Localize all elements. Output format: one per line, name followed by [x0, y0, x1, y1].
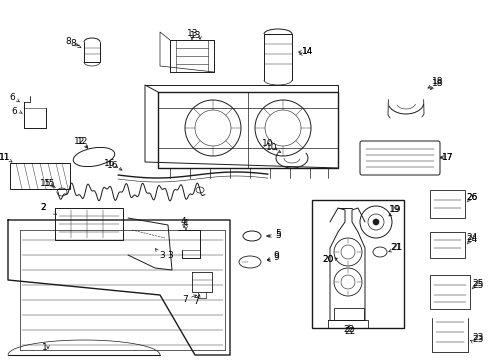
Text: 11: 11 [0, 153, 11, 162]
Text: 3: 3 [159, 251, 165, 260]
Text: 18: 18 [432, 77, 444, 86]
Text: 10: 10 [262, 139, 274, 148]
Text: 21: 21 [392, 243, 403, 252]
Text: 14: 14 [302, 48, 314, 57]
Text: 22: 22 [343, 325, 355, 334]
Text: 19: 19 [390, 206, 402, 215]
Bar [10, 163, 70, 189]
Text: 8: 8 [70, 40, 76, 49]
Bar [430, 232, 465, 258]
Bar [430, 275, 470, 309]
Text: 4: 4 [182, 220, 188, 229]
Text: 26: 26 [466, 193, 478, 202]
Text: 23: 23 [472, 333, 484, 342]
Text: 18: 18 [432, 78, 444, 87]
Text: 6: 6 [11, 108, 17, 117]
Text: 23: 23 [472, 336, 484, 345]
Text: 20: 20 [322, 256, 334, 265]
Text: 7: 7 [193, 297, 199, 306]
Text: 16: 16 [107, 161, 119, 170]
Text: 9: 9 [273, 252, 279, 261]
Text: 12: 12 [77, 138, 89, 147]
Text: 14: 14 [302, 48, 314, 57]
Text: 15: 15 [44, 180, 56, 189]
Text: 9: 9 [273, 253, 279, 262]
Bar [312, 200, 404, 328]
Text: 13: 13 [187, 30, 199, 39]
Text: 20: 20 [322, 256, 334, 265]
Text: 10: 10 [266, 144, 278, 153]
Bar [430, 190, 465, 218]
Text: 25: 25 [472, 279, 484, 288]
Text: 8: 8 [65, 36, 71, 45]
Text: 4: 4 [180, 217, 186, 226]
Text: 19: 19 [389, 206, 401, 215]
Text: 2: 2 [40, 203, 46, 212]
Text: 3: 3 [167, 252, 173, 261]
Text: 26: 26 [466, 194, 478, 202]
Circle shape [373, 219, 379, 225]
Text: 12: 12 [74, 136, 86, 145]
Text: 17: 17 [442, 153, 454, 162]
Text: 13: 13 [190, 31, 202, 40]
Text: 6: 6 [9, 94, 15, 103]
Text: 16: 16 [104, 158, 116, 167]
Text: 7: 7 [182, 296, 188, 305]
Text: 21: 21 [391, 243, 402, 252]
Text: 1: 1 [42, 343, 48, 352]
Text: 22: 22 [344, 328, 356, 337]
Text: 17: 17 [442, 153, 454, 162]
Text: 5: 5 [275, 230, 281, 238]
Text: 25: 25 [472, 280, 484, 289]
Text: 2: 2 [40, 202, 46, 211]
Text: 24: 24 [466, 235, 478, 244]
Text: 15: 15 [40, 179, 52, 188]
Bar [334, 308, 364, 320]
Text: 5: 5 [275, 231, 281, 240]
Text: 11: 11 [0, 153, 11, 162]
Text: 24: 24 [466, 234, 478, 243]
